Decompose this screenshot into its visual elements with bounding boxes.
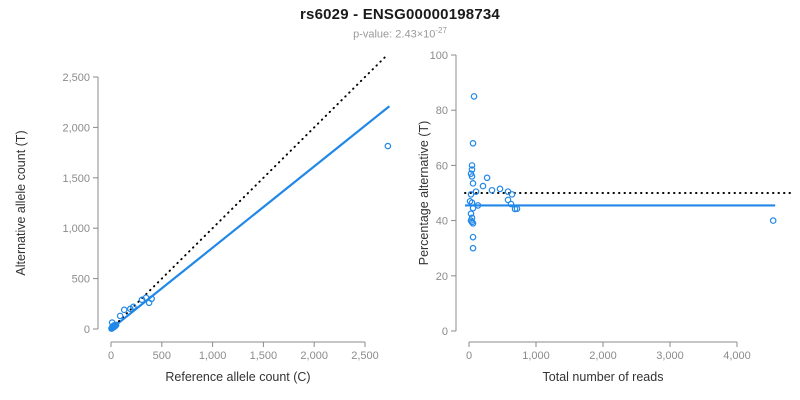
p-value-base: 2.43×10 <box>395 28 436 41</box>
data-point <box>469 180 477 187</box>
y-tick-label: 2,000 <box>62 122 90 134</box>
data-point <box>513 205 521 213</box>
y-tick-label: 1,000 <box>62 223 90 235</box>
x-tick-label: 3,000 <box>656 350 684 362</box>
data-point <box>496 185 504 193</box>
y-tick-label: 2,500 <box>62 72 90 84</box>
identity-line <box>110 55 387 330</box>
data-point <box>468 166 476 173</box>
y-tick-label: 60 <box>436 160 448 172</box>
data-point <box>130 303 137 311</box>
x-tick-label: 1,000 <box>199 350 227 362</box>
data-point <box>483 174 491 182</box>
data-point <box>467 210 475 218</box>
p-value-exponent: -27 <box>435 26 447 35</box>
data-point <box>469 140 477 147</box>
left-plot: 0 500 1,000 1,500 2,000 2,500 0 500 1,000 1,500 2,… <box>14 55 392 384</box>
y-axis-label: Percentage alternative (T) <box>417 121 431 266</box>
data-point <box>468 162 476 169</box>
y-tick-label: 80 <box>436 105 448 117</box>
x-tick-label: 1,000 <box>522 350 550 362</box>
data-point <box>469 220 477 227</box>
data-point <box>467 191 475 198</box>
right-plot: 0 1,000 2,000 3,000 4,000 0 20 40 60 80 100 Total n… <box>417 50 792 384</box>
plot-header: rs6029 - ENSG00000198734 p-value: 2.43×1… <box>0 0 800 41</box>
y-tick-label: 0 <box>84 324 90 336</box>
data-point <box>507 200 515 208</box>
x-axis-label: Total number of reads <box>543 370 664 384</box>
x-tick-label: 1,500 <box>250 350 278 362</box>
data-point <box>468 173 476 180</box>
data-point <box>116 312 124 320</box>
data-point <box>472 188 480 195</box>
x-tick-label: 2,000 <box>300 350 328 362</box>
y-tick-label: 100 <box>430 50 448 62</box>
y-tick-label: 1,500 <box>62 173 90 185</box>
data-point <box>488 186 496 194</box>
data-point <box>469 233 477 241</box>
data-point <box>148 295 155 303</box>
x-tick-label: 0 <box>108 350 114 362</box>
regression-line <box>110 105 391 330</box>
y-tick-label: 20 <box>436 271 448 283</box>
data-point <box>470 93 478 100</box>
y-tick-label: 500 <box>72 274 90 286</box>
data-point <box>384 142 392 150</box>
x-tick-label: 2,000 <box>589 350 617 362</box>
plot-title: rs6029 - ENSG00000198734 <box>300 6 500 23</box>
x-tick-label: 2,500 <box>351 350 379 362</box>
data-point <box>108 319 116 326</box>
data-point <box>769 217 777 224</box>
p-value-label: p-value: 2.43×10-27 <box>0 26 800 41</box>
x-axis-label: Reference allele count (C) <box>165 370 310 384</box>
data-point <box>474 202 482 209</box>
data-point <box>508 191 516 198</box>
data-point <box>120 306 128 314</box>
y-axis-label: Alternative allele count (T) <box>14 130 28 275</box>
y-tick-label: 0 <box>442 326 448 338</box>
x-tick-label: 4,000 <box>723 350 751 362</box>
data-point <box>469 204 477 212</box>
data-point <box>469 244 477 252</box>
p-value-prefix: p-value: <box>353 28 396 41</box>
x-tick-label: 500 <box>153 350 171 362</box>
y-tick-label: 40 <box>436 216 448 228</box>
data-point <box>504 196 512 204</box>
data-point <box>468 218 476 226</box>
x-tick-label: 0 <box>466 350 472 362</box>
data-point <box>479 182 487 190</box>
